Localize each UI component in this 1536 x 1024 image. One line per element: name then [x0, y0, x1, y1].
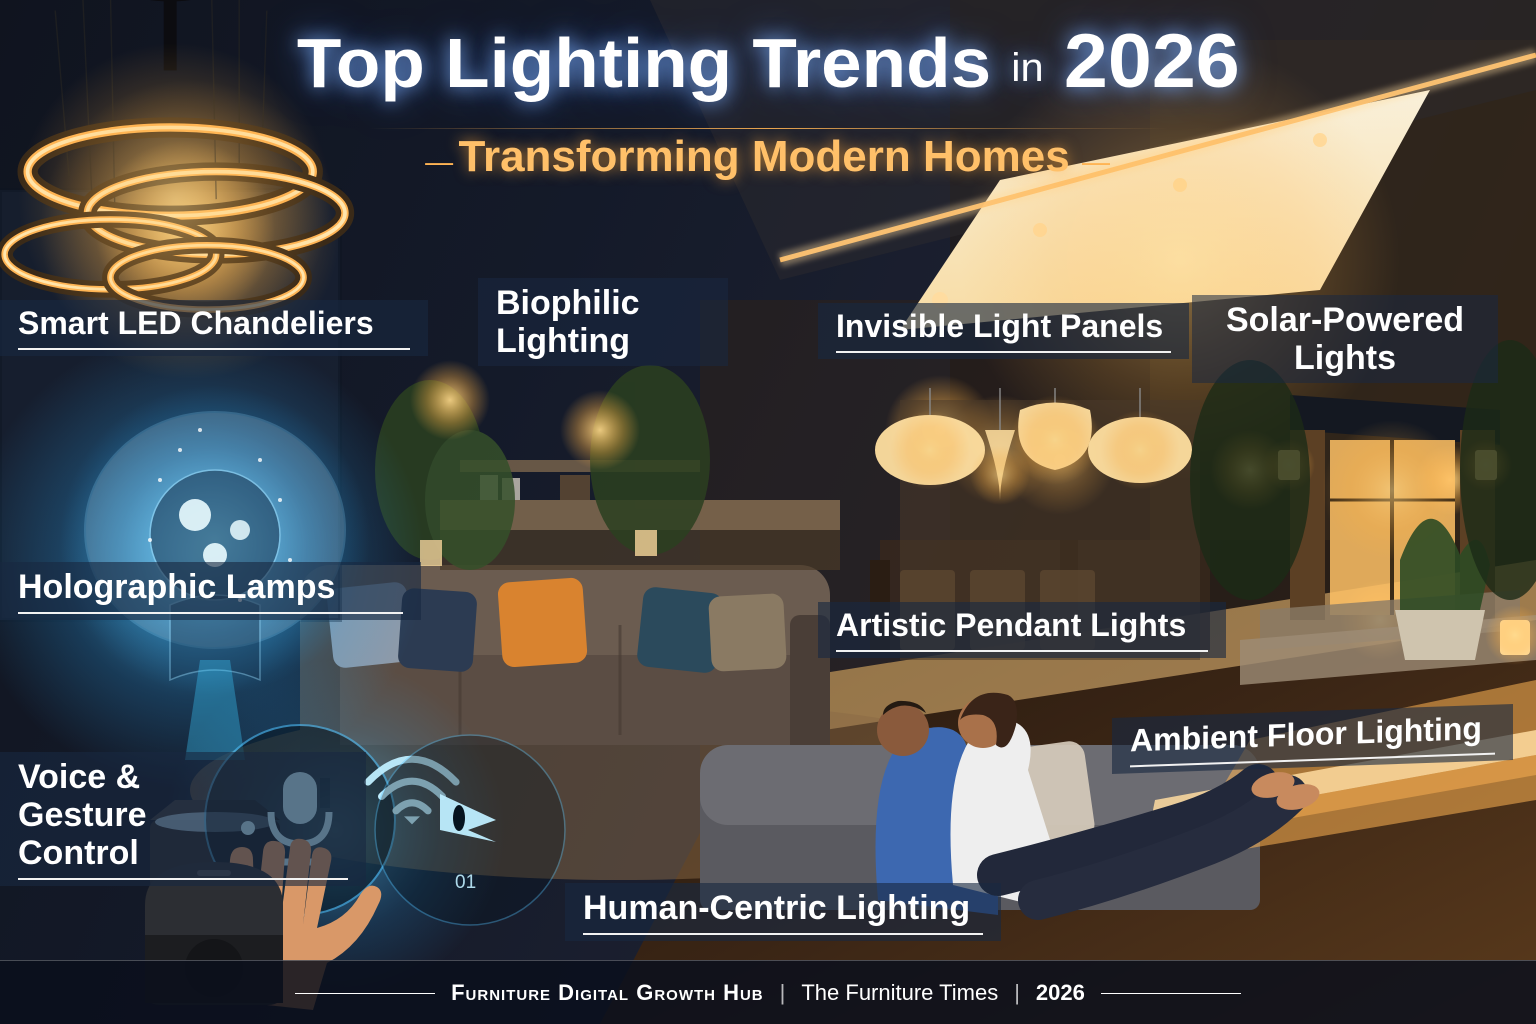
svg-text:01: 01 — [455, 872, 476, 893]
